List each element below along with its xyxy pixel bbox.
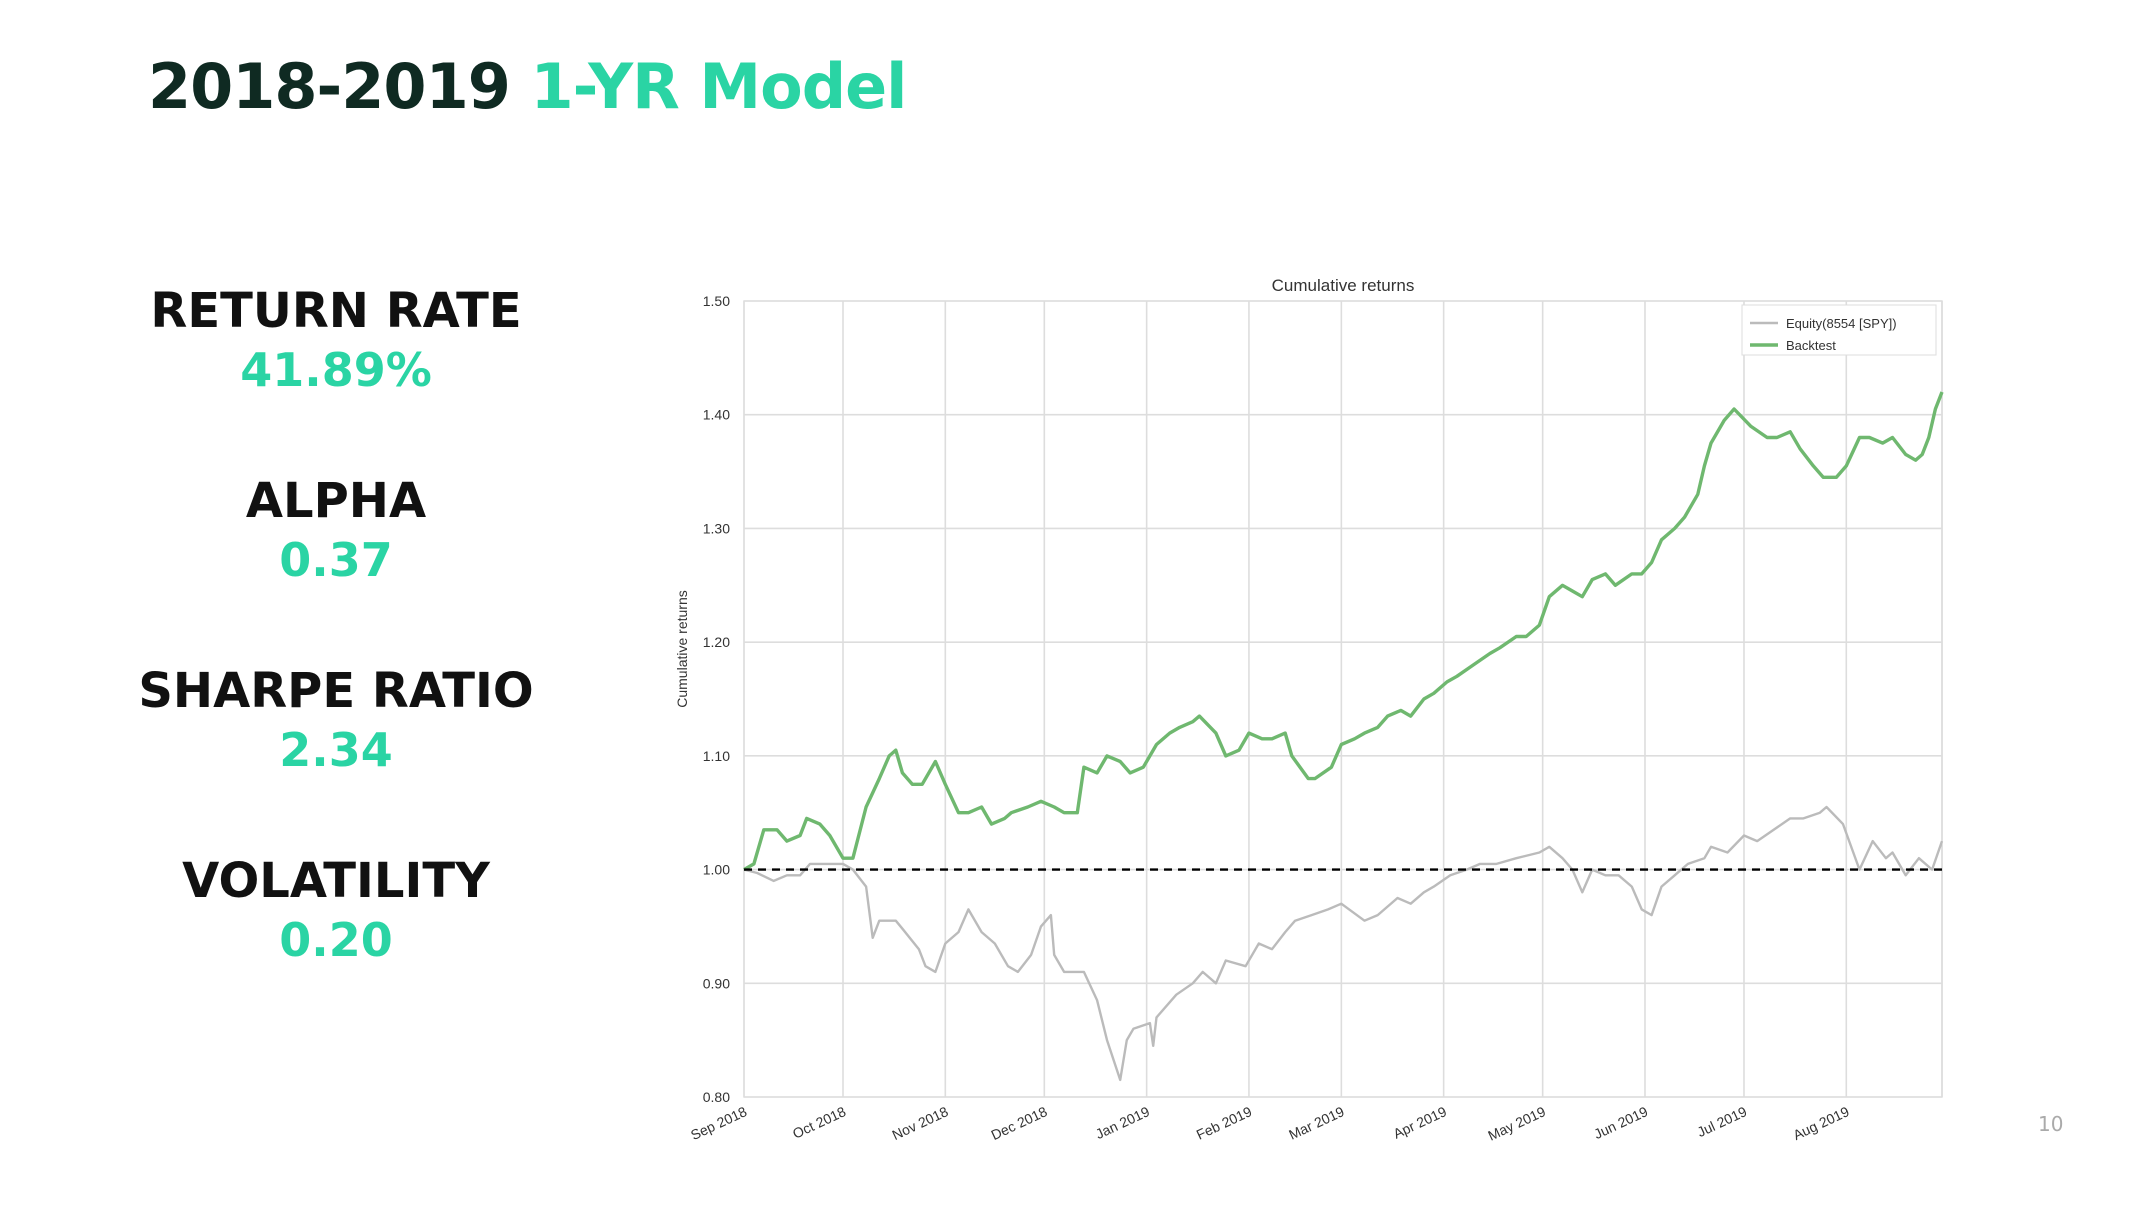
y-tick-label: 1.10 (703, 748, 730, 764)
metric-label: SHARPE RATIO (138, 663, 534, 719)
spy-equity-line (743, 805, 1944, 1082)
metric-value: 2.34 (279, 723, 393, 777)
title-accent: 1-YR Model (530, 50, 907, 123)
x-tick-label: Oct 2018 (790, 1103, 848, 1142)
y-tick-label: 0.90 (703, 975, 730, 991)
x-tick-label: May 2019 (1485, 1103, 1548, 1144)
metric-value: 0.20 (279, 913, 393, 967)
x-tick-label: Mar 2019 (1286, 1103, 1347, 1143)
metric-label: VOLATILITY (182, 853, 490, 909)
x-tick-label: Jul 2019 (1695, 1103, 1750, 1140)
x-tick-label: Aug 2019 (1790, 1103, 1851, 1143)
y-tick-label: 1.50 (703, 293, 730, 309)
y-tick-label: 1.20 (703, 634, 730, 650)
y-axis-label: Cumulative returns (674, 590, 690, 708)
y-tick-label: 1.30 (703, 520, 730, 536)
metric-value: 0.37 (279, 533, 393, 587)
title-main: 2018-2019 (148, 50, 511, 123)
metric-label: RETURN RATE (150, 283, 522, 339)
x-tick-label: Sep 2018 (688, 1103, 749, 1143)
metric-return-rate: RETURN RATE 41.89% (100, 282, 572, 472)
x-tick-label: Jan 2019 (1093, 1103, 1152, 1142)
metric-sharpe-ratio: SHARPE RATIO 2.34 (100, 662, 572, 852)
metric-alpha: ALPHA 0.37 (100, 472, 572, 662)
x-tick-label: Feb 2019 (1194, 1103, 1255, 1143)
y-tick-label: 1.40 (703, 407, 730, 423)
chart-title: Cumulative returns (1272, 276, 1415, 295)
cumulative-returns-chart: 0.80 0.90 1.00 1.10 1.20 1.30 1.40 1.50 Sep 2018… (674, 276, 1944, 1144)
x-tick-label: Nov 2018 (890, 1103, 951, 1143)
plot-area (743, 300, 1943, 1098)
x-tick-label: Dec 2018 (989, 1103, 1050, 1143)
slide-title: 2018-2019 1-YR Model (148, 50, 907, 123)
metric-volatility: VOLATILITY 0.20 (100, 852, 572, 1042)
metric-value: 41.89% (240, 343, 432, 397)
x-tick-label: Jun 2019 (1591, 1103, 1650, 1142)
x-tick-label: Apr 2019 (1391, 1103, 1449, 1142)
metrics-panel: RETURN RATE 41.89% ALPHA 0.37 SHARPE RAT… (100, 282, 572, 1042)
legend-label: Equity(8554 [SPY]) (1786, 316, 1897, 331)
y-tick-label: 1.00 (703, 862, 730, 878)
y-tick-label: 0.80 (703, 1089, 730, 1105)
metric-label: ALPHA (245, 473, 427, 529)
backtest-line (743, 391, 1944, 872)
legend-label: Backtest (1786, 338, 1836, 353)
page-number: 10 (2038, 1112, 2064, 1136)
